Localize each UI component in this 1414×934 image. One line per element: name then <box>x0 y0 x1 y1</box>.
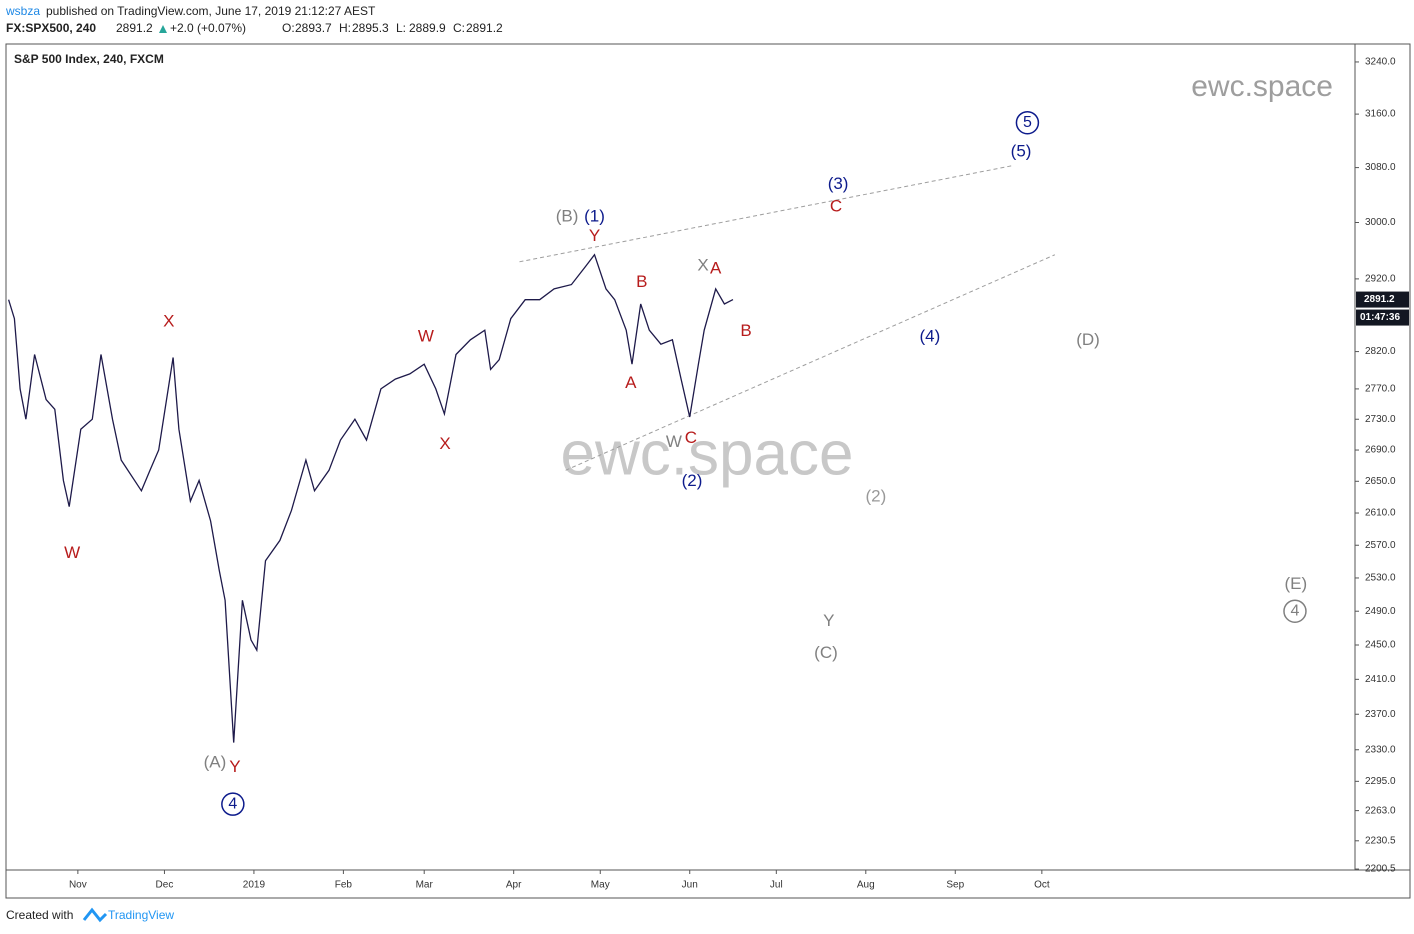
x-tick-label: Feb <box>335 880 353 891</box>
wave-label: (1) <box>584 206 605 225</box>
wave-label: X <box>697 256 708 275</box>
wave-label: B <box>740 321 751 340</box>
x-tick-label: Sep <box>946 880 964 891</box>
last-price-box <box>1356 291 1409 308</box>
wave-label: A <box>625 373 637 392</box>
x-tick-label: Jun <box>682 880 698 891</box>
wave-label: (A) <box>204 753 227 772</box>
x-tick-label: Apr <box>506 880 522 891</box>
wave-label: (2) <box>866 487 887 506</box>
wave-label: (3) <box>828 174 849 193</box>
ohlc-value: 2895.3 <box>352 21 389 35</box>
wave-label: (C) <box>814 643 838 662</box>
countdown-box <box>1356 309 1409 326</box>
x-tick-label: Jul <box>770 880 783 891</box>
y-tick-label: 3000.0 <box>1365 217 1396 228</box>
wave-label: 4 <box>1291 602 1300 619</box>
published: published on TradingView.com, June 17, 2… <box>46 4 376 18</box>
annotation-circle <box>1015 110 1040 135</box>
y-tick-label: 2650.0 <box>1365 476 1396 487</box>
ohlc-label: C: <box>453 21 465 35</box>
wave-label: (E) <box>1284 574 1307 593</box>
y-tick-label: 2230.5 <box>1365 835 1396 846</box>
y-tick-label: 2200.5 <box>1365 864 1396 875</box>
y-tick-label: 2490.0 <box>1365 606 1396 617</box>
time-axis <box>5 869 1411 899</box>
y-tick-label: 2410.0 <box>1365 674 1396 685</box>
y-tick-label: 3080.0 <box>1365 162 1396 173</box>
y-tick-label: 3160.0 <box>1365 109 1396 120</box>
wave-label: W <box>64 543 80 562</box>
ohlc-value: 2889.9 <box>409 21 446 35</box>
price-line <box>7 253 734 743</box>
ohlc-label: O: <box>282 21 295 35</box>
wave-label: W <box>418 326 434 345</box>
footer-brand[interactable]: TradingView <box>108 908 174 922</box>
annotation-circle <box>221 792 245 816</box>
x-tick-label: Mar <box>416 880 434 891</box>
watermark: ewc.space <box>561 419 854 488</box>
wave-label: (4) <box>919 326 940 345</box>
symbol: FX:SPX500, 240 <box>6 21 96 35</box>
x-tick-label: 2019 <box>243 880 266 891</box>
brand-logo <box>82 907 108 923</box>
y-tick-label: 2570.0 <box>1365 540 1396 551</box>
y-tick-label: 2730.0 <box>1365 414 1396 425</box>
wave-label: X <box>439 434 450 453</box>
chart-title: S&P 500 Index, 240, FXCM <box>14 52 164 66</box>
wave-label: 4 <box>228 795 237 812</box>
wave-label: X <box>163 312 174 331</box>
y-tick-label: 2263.0 <box>1365 805 1396 816</box>
wave-label: A <box>710 258 722 277</box>
y-tick-label: 2820.0 <box>1365 346 1396 357</box>
x-tick-label: Dec <box>156 880 174 891</box>
wave-label: (5) <box>1011 142 1032 161</box>
y-tick-label: 2920.0 <box>1365 274 1396 285</box>
wave-label: C <box>830 197 842 216</box>
wave-label: B <box>636 272 647 291</box>
countdown-label: 01:47:36 <box>1360 312 1400 323</box>
ohlc-value: 2891.2 <box>466 21 503 35</box>
x-tick-label: Oct <box>1034 880 1050 891</box>
footer-created: Created with <box>6 908 73 922</box>
wave-label: Y <box>823 611 834 630</box>
ohlc-value: 2893.7 <box>295 21 332 35</box>
y-tick-label: 2690.0 <box>1365 445 1396 456</box>
y-tick-label: 2330.0 <box>1365 744 1396 755</box>
y-tick-label: 2610.0 <box>1365 508 1396 519</box>
wave-label: 5 <box>1023 114 1032 131</box>
watermark: ewc.space <box>1191 70 1333 103</box>
y-tick-label: 2450.0 <box>1365 640 1396 651</box>
wave-label: C <box>685 428 697 447</box>
ohlc-label: L: <box>396 21 406 35</box>
up-arrow <box>159 25 167 33</box>
y-tick-label: 2530.0 <box>1365 573 1396 584</box>
ohlc-label: H: <box>339 21 351 35</box>
y-tick-label: 2770.0 <box>1365 384 1396 395</box>
wave-label: (D) <box>1076 330 1100 349</box>
author[interactable]: wsbza <box>5 4 40 18</box>
wave-label: Y <box>229 757 240 776</box>
x-tick-label: Aug <box>857 880 875 891</box>
change: +2.0 (+0.07%) <box>170 21 246 35</box>
x-tick-label: May <box>591 880 610 891</box>
wave-label: W <box>666 432 682 451</box>
y-tick-label: 2370.0 <box>1365 709 1396 720</box>
y-tick-label: 3240.0 <box>1365 57 1396 68</box>
wave-label: (2) <box>682 471 703 490</box>
trendline <box>565 254 1056 471</box>
y-tick-label: 2295.0 <box>1365 776 1396 787</box>
wave-label: Y <box>589 226 600 245</box>
x-tick-label: Nov <box>69 880 87 891</box>
wave-label: (B) <box>556 206 579 225</box>
annotation-circle <box>1283 599 1307 623</box>
last-price-label: 2891.2 <box>1364 294 1395 305</box>
last: 2891.2 <box>116 21 153 35</box>
